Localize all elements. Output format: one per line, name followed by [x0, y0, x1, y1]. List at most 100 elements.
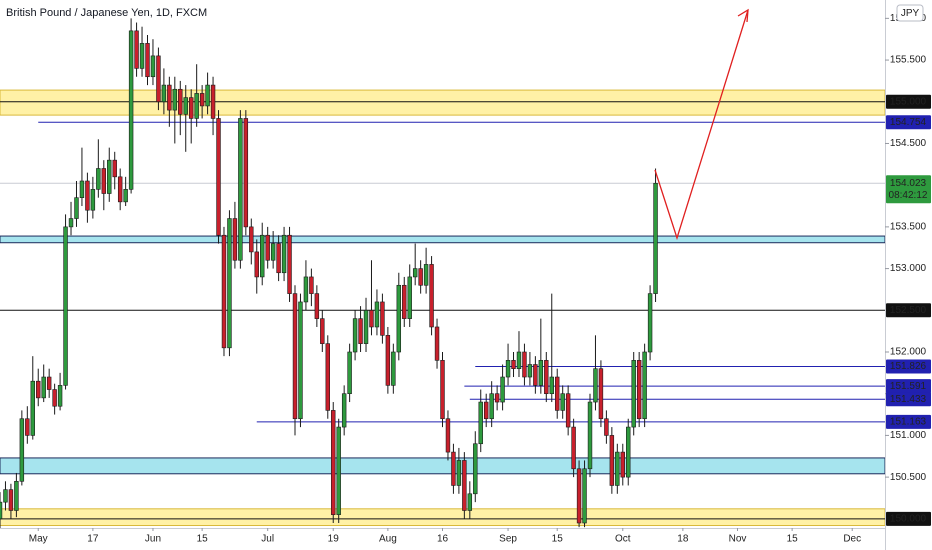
candle-body	[429, 264, 434, 328]
candle-body	[380, 301, 385, 336]
candle-body	[522, 351, 527, 378]
last-price-bg	[886, 175, 931, 204]
candle-body	[238, 118, 243, 261]
currency-badge[interactable]	[896, 4, 924, 22]
level-label: 155.000	[890, 96, 927, 107]
candle-body	[0, 501, 3, 520]
level-label: 152.500	[890, 305, 927, 316]
countdown: 08:42:12	[889, 190, 928, 201]
y-tick-label: 150.500	[890, 472, 927, 483]
candle-body	[145, 43, 150, 78]
candle-body	[216, 118, 221, 236]
candle-body	[107, 159, 112, 194]
candle-body	[396, 284, 402, 353]
candle-body	[445, 418, 451, 453]
x-tick-label: May	[29, 534, 48, 545]
candle-body	[134, 30, 139, 69]
candle-body	[363, 309, 369, 344]
currency: JPY	[901, 8, 920, 19]
x-tick-label: 17	[87, 534, 99, 545]
candle-body	[451, 451, 456, 486]
candle-body	[287, 234, 292, 294]
candle-body	[494, 393, 500, 403]
candle-body	[402, 284, 407, 319]
candle-body	[642, 351, 647, 420]
level-label-bg	[886, 511, 931, 526]
candle-body	[412, 268, 418, 278]
candle-body	[128, 30, 134, 190]
candle-body	[30, 380, 35, 436]
candle-body	[265, 234, 270, 261]
candle-body	[565, 393, 571, 428]
candle-body	[96, 168, 101, 190]
level-label-bg	[886, 414, 931, 429]
candle-body	[505, 360, 511, 378]
level-label: 151.591	[890, 381, 927, 392]
candle-body	[8, 489, 14, 511]
level-label: 150.000	[890, 513, 927, 524]
candle-body	[298, 301, 303, 420]
candle-body	[46, 376, 52, 390]
candle-body	[19, 418, 25, 482]
candle-body	[172, 88, 178, 111]
candle-body	[336, 426, 341, 515]
candle-body	[331, 410, 336, 515]
candle-body	[14, 480, 19, 511]
candle-body	[587, 401, 593, 470]
level-label-bg	[886, 359, 931, 374]
zone	[0, 508, 886, 526]
candle-body	[609, 435, 615, 486]
x-tick-label: Nov	[729, 534, 747, 545]
candle-body	[604, 418, 609, 436]
candle-body	[74, 197, 79, 219]
candle-body	[418, 268, 423, 286]
zone	[0, 89, 886, 116]
candle-body	[188, 97, 194, 119]
candle-body	[112, 159, 117, 178]
candle-body	[156, 55, 161, 103]
projection-arrow	[654, 9, 749, 241]
candle-body	[571, 426, 576, 470]
level-label: 151.826	[890, 361, 927, 372]
level-label-bg	[886, 303, 931, 318]
y-tick-label: 152.000	[890, 347, 927, 358]
candle-body	[533, 364, 538, 386]
candle-body	[227, 218, 232, 349]
candle-body	[320, 318, 325, 344]
candle-body	[511, 360, 516, 369]
y-tick-label: 154.500	[890, 138, 927, 149]
candle-body	[292, 293, 298, 420]
candle-body	[210, 84, 216, 119]
candle-body	[434, 326, 440, 361]
candle-body	[178, 88, 183, 115]
candle-body	[79, 180, 85, 198]
candle-body	[391, 351, 396, 386]
x-tick-label: 16	[437, 534, 449, 545]
x-tick-label: Jun	[145, 534, 161, 545]
candle-body	[549, 376, 554, 395]
candle-body	[25, 418, 30, 436]
candle-body	[36, 380, 41, 399]
candle-body	[221, 234, 227, 349]
y-tick-label: 153.000	[890, 263, 927, 274]
candle-body	[385, 335, 391, 386]
candle-body	[369, 309, 374, 328]
y-tick-label: 151.000	[890, 430, 927, 441]
axes: 150.500151.000151.500152.000153.000153.5…	[29, 13, 931, 545]
candle-body	[636, 360, 642, 420]
candle-body	[544, 360, 549, 395]
candle-body	[232, 218, 238, 261]
candle-body	[456, 460, 462, 486]
last-price-label: 154.023	[890, 178, 927, 189]
x-tick-label: Aug	[379, 534, 397, 545]
candle-body	[358, 318, 363, 344]
candle-body	[516, 351, 522, 369]
candle-body	[626, 426, 631, 478]
candle-body	[314, 293, 320, 319]
level-label-bg	[886, 392, 931, 407]
candle-body	[576, 468, 582, 524]
candle-body	[467, 493, 473, 511]
candle-body	[473, 443, 478, 495]
x-tick-label: 15	[787, 534, 799, 545]
